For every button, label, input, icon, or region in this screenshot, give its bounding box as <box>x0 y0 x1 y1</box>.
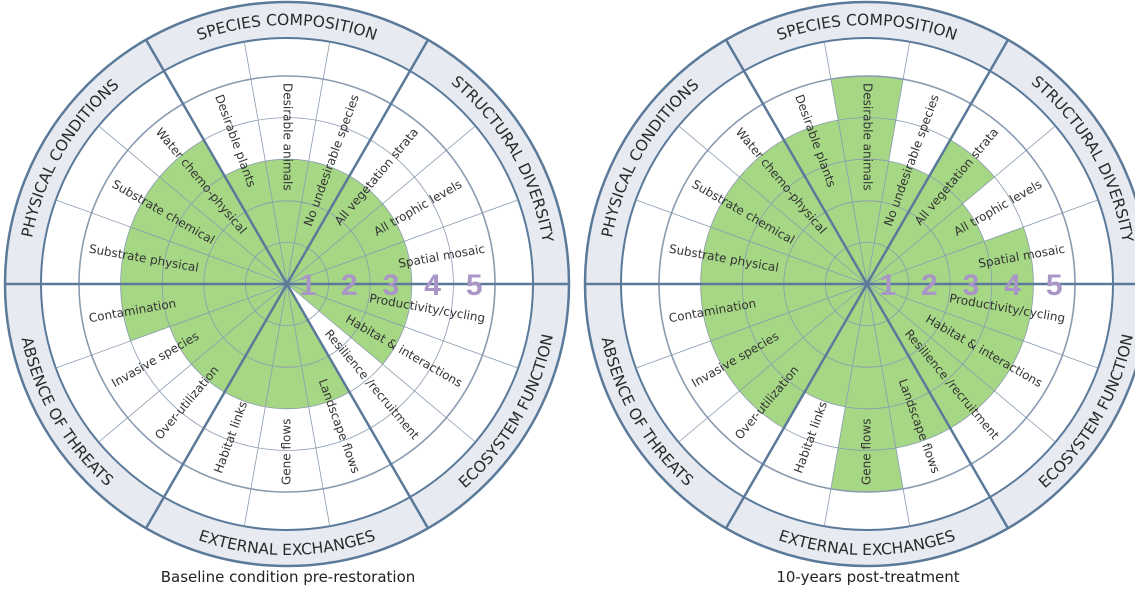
bar-no-undesirable-species <box>287 161 350 284</box>
group-divider <box>724 39 869 285</box>
spoke <box>243 41 288 285</box>
bar-over-utilization <box>739 284 867 429</box>
scale-number: 4 <box>1004 269 1021 302</box>
scale-number: 1 <box>299 269 316 302</box>
caption-post-treatment: 10-years post-treatment <box>776 568 960 586</box>
bar-desirable-plants <box>224 161 287 284</box>
spoke <box>98 125 288 285</box>
spoke <box>286 125 476 285</box>
scale-number: 2 <box>921 269 938 302</box>
bar-habitat-interactions <box>287 284 405 365</box>
group-divider <box>144 39 289 285</box>
bar-habitat-links <box>804 284 867 407</box>
spoke <box>98 283 288 443</box>
bar-over-utilization <box>191 284 287 393</box>
bar-substrate-chemical <box>130 177 287 284</box>
spoke <box>635 199 868 285</box>
spoke <box>286 283 519 369</box>
bar-invasive-species <box>169 284 287 365</box>
spoke <box>286 199 519 285</box>
spoke <box>866 41 911 285</box>
bar-landscape-flows <box>867 284 951 448</box>
scale-number: 2 <box>341 269 358 302</box>
bar-spatial-mosaic <box>287 241 412 284</box>
attribute-label: Desirable animals <box>861 83 875 191</box>
bar-substrate-physical <box>700 227 867 284</box>
attribute-label: Desirable animals <box>281 83 295 191</box>
spoke <box>866 283 1099 369</box>
bar-desirable-animals <box>265 159 309 284</box>
bar-all-trophic-levels <box>287 203 405 284</box>
bar-habitat-interactions <box>867 284 1024 391</box>
group-divider <box>285 39 430 285</box>
scale-number: 1 <box>879 269 896 302</box>
group-divider <box>144 283 289 529</box>
hub <box>284 281 290 287</box>
bar-water-chemo-physical <box>739 139 867 284</box>
scale-number: 3 <box>383 269 400 302</box>
attribute-label: Gene flows <box>860 419 874 485</box>
hub <box>864 281 870 287</box>
spoke <box>823 41 868 285</box>
bar-substrate-physical <box>120 227 287 284</box>
bar-productivity-cycling <box>287 284 412 327</box>
spoke <box>866 125 1056 285</box>
spoke <box>243 283 288 527</box>
bar-contamination <box>120 284 287 341</box>
spoke <box>866 283 1056 443</box>
group-divider <box>865 39 1010 285</box>
bar-spatial-mosaic <box>867 227 1034 284</box>
spoke <box>823 283 868 527</box>
bar-productivity-cycling <box>867 284 1034 341</box>
bar-substrate-chemical <box>710 177 867 284</box>
spoke <box>286 283 476 443</box>
spoke <box>866 199 1099 285</box>
spoke <box>866 283 911 527</box>
bar-resilience-recruitment <box>867 284 995 429</box>
caption-baseline: Baseline condition pre-restoration <box>160 568 416 586</box>
scale-number: 3 <box>963 269 980 302</box>
bar-all-vegetation-strata <box>287 175 383 284</box>
bar-all-trophic-levels <box>867 203 985 284</box>
group-divider <box>724 283 869 529</box>
spoke <box>286 283 331 527</box>
bar-habitat-links <box>224 284 287 407</box>
bar-all-vegetation-strata <box>867 139 995 284</box>
bar-gene-flows <box>830 284 904 493</box>
bar-contamination <box>700 284 867 341</box>
spoke <box>55 283 288 369</box>
scale-number: 5 <box>1046 269 1063 302</box>
group-divider <box>285 283 430 529</box>
scale-number: 5 <box>466 269 483 302</box>
attribute-label: Gene flows <box>280 419 294 485</box>
bar-invasive-species <box>710 284 867 391</box>
group-divider <box>865 283 1010 529</box>
spoke <box>678 283 868 443</box>
scale-number: 4 <box>424 269 441 302</box>
bar-gene-flows <box>265 284 309 409</box>
bar-desirable-plants <box>783 120 867 284</box>
bar-no-undesirable-species <box>867 161 930 284</box>
spoke <box>286 41 331 285</box>
spoke <box>678 125 868 285</box>
spoke <box>635 283 868 369</box>
bar-desirable-animals <box>830 75 904 284</box>
bar-water-chemo-physical <box>159 139 287 284</box>
spoke <box>55 199 288 285</box>
bar-landscape-flows <box>287 284 350 407</box>
